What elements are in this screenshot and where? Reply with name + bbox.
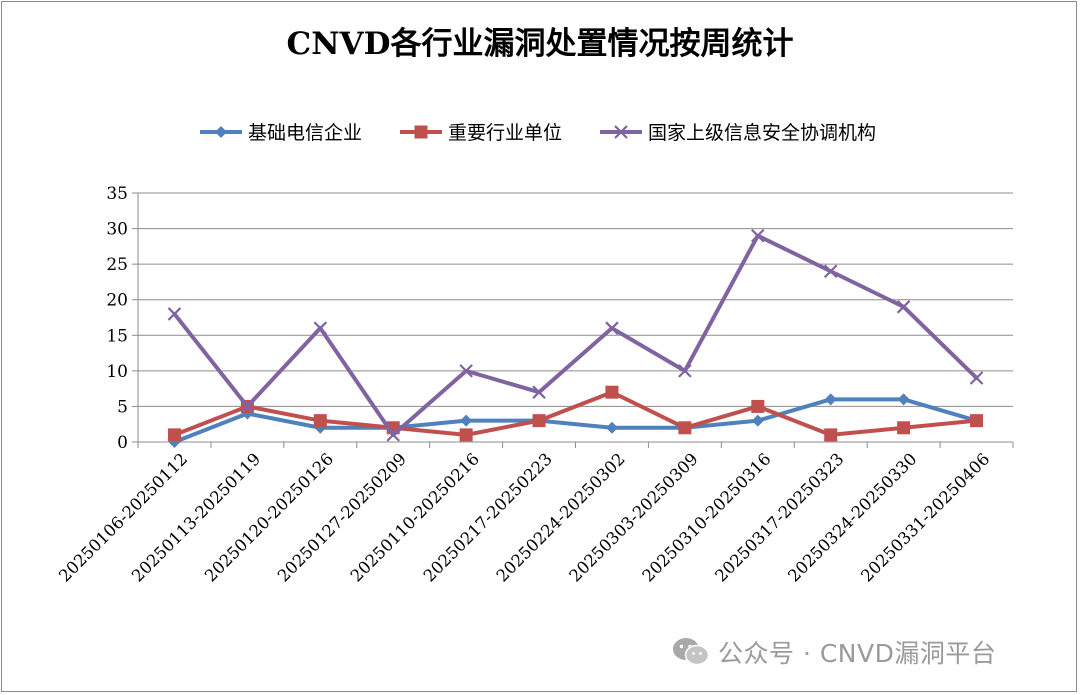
y-tick-labels: 0 5 10 15 20 25 30 35 bbox=[106, 184, 128, 453]
data-point bbox=[897, 393, 910, 406]
series-1 bbox=[168, 393, 983, 448]
x-tick-label: 20250324-20250330 bbox=[784, 449, 920, 585]
data-point bbox=[414, 125, 428, 139]
data-point bbox=[751, 414, 764, 427]
series-lines bbox=[167, 228, 984, 448]
x-tick-label: 20250106-20250112 bbox=[55, 449, 191, 585]
watermark: 公众号 · CNVD漏洞平台 bbox=[672, 634, 996, 670]
axes bbox=[132, 192, 1014, 448]
y-tick-label: 5 bbox=[117, 397, 128, 417]
data-point bbox=[614, 125, 628, 139]
y-tick-label: 10 bbox=[106, 362, 128, 382]
x-tick-label: 20250127-20250209 bbox=[274, 449, 410, 585]
data-point bbox=[897, 421, 911, 435]
data-point bbox=[605, 321, 619, 335]
data-point bbox=[167, 307, 182, 321]
data-point bbox=[167, 428, 181, 442]
data-point bbox=[459, 364, 473, 378]
data-point bbox=[678, 364, 692, 378]
data-point bbox=[460, 414, 473, 427]
data-point bbox=[678, 421, 692, 435]
data-point bbox=[532, 385, 546, 399]
x-tick-label: 20250310-20250316 bbox=[638, 449, 774, 585]
legend-label: 基础电信企业 bbox=[248, 122, 362, 144]
x-tick-label: 20250317-20250323 bbox=[711, 449, 847, 585]
data-point bbox=[970, 414, 984, 428]
data-point bbox=[313, 414, 327, 428]
legend-label: 重要行业单位 bbox=[448, 122, 562, 144]
chart-title: CNVD各行业漏洞处置情况按周统计 bbox=[286, 26, 794, 62]
y-tick-label: 20 bbox=[106, 291, 128, 311]
data-point bbox=[605, 421, 618, 434]
x-tick-label: 20250303-20250309 bbox=[566, 449, 702, 585]
series-2 bbox=[167, 385, 984, 442]
legend-item-1: 基础电信企业 bbox=[200, 122, 362, 144]
legend-item-2: 重要行业单位 bbox=[400, 122, 562, 144]
y-tick-label: 15 bbox=[106, 326, 128, 346]
x-tick-label: 20250120-20250126 bbox=[201, 449, 337, 585]
data-point bbox=[896, 300, 911, 314]
legend-item-3: 国家上级信息安全协调机构 bbox=[600, 122, 876, 144]
y-tick-label: 25 bbox=[106, 255, 128, 275]
series-line bbox=[172, 390, 979, 437]
legend: 基础电信企业 重要行业单位 国家上级信息安全协调机构 bbox=[200, 122, 876, 144]
x-tick-label: 20250217-20250223 bbox=[420, 449, 556, 585]
series-3 bbox=[167, 228, 984, 442]
data-point bbox=[605, 385, 619, 399]
series-line bbox=[172, 397, 979, 444]
data-point bbox=[459, 428, 473, 442]
watermark-text: 公众号 · CNVD漏洞平台 bbox=[718, 639, 997, 668]
data-point bbox=[969, 371, 984, 385]
y-tick-label: 30 bbox=[106, 220, 128, 240]
x-tick-label: 20250113-20250119 bbox=[128, 449, 264, 585]
data-point bbox=[824, 428, 838, 442]
series-line bbox=[172, 233, 979, 437]
wechat-icon bbox=[672, 636, 710, 668]
y-tick-label: 0 bbox=[117, 433, 128, 453]
data-point bbox=[240, 399, 255, 414]
data-point bbox=[824, 393, 837, 406]
data-point bbox=[215, 126, 227, 138]
data-point bbox=[313, 321, 328, 335]
data-point bbox=[823, 264, 838, 279]
data-point bbox=[386, 428, 400, 442]
x-tick-label: 20250224-20250302 bbox=[493, 449, 629, 585]
x-tick-label: 20250110-20250216 bbox=[347, 449, 483, 585]
y-tick-label: 35 bbox=[106, 184, 128, 204]
x-tick-label: 20250331-20250406 bbox=[857, 449, 993, 585]
data-point bbox=[532, 414, 546, 428]
x-tick-labels: 20250106-2025011220250113-20250119202501… bbox=[55, 449, 993, 585]
data-point bbox=[751, 228, 765, 243]
legend-label: 国家上级信息安全协调机构 bbox=[648, 122, 876, 144]
grid-lines bbox=[138, 192, 1013, 443]
data-point bbox=[751, 399, 765, 413]
